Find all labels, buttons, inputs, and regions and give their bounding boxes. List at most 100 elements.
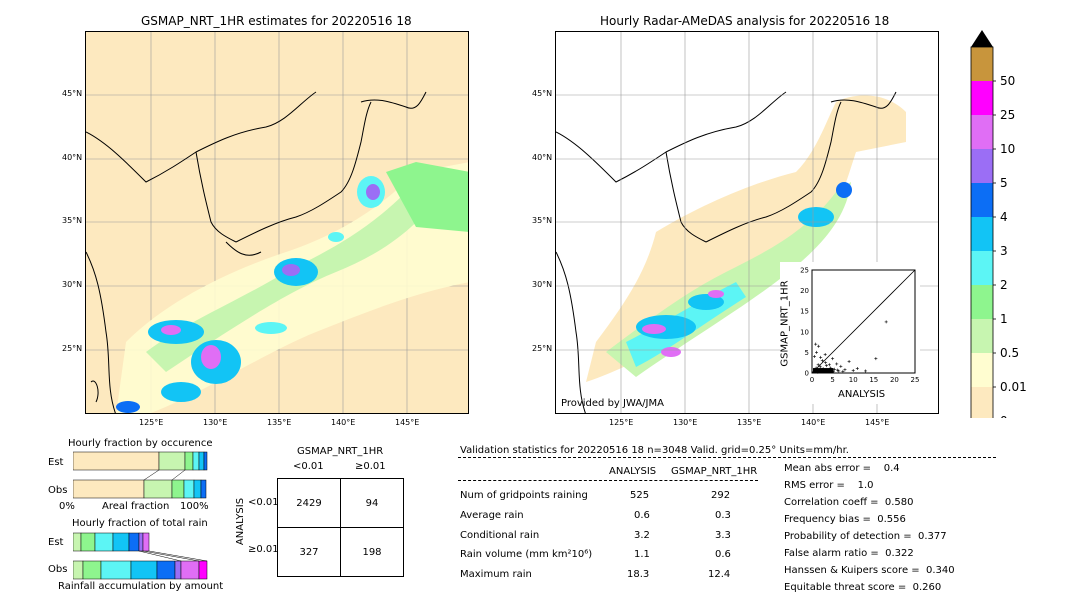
colorbar-label: 0.5	[1000, 346, 1019, 360]
colorbar-svg: 0 0.01 0.5 1 2 3 4 5 10 25 50	[970, 30, 1027, 428]
left-lat-label-40: 40°N	[62, 153, 83, 162]
stat-analysis: 525	[630, 490, 650, 501]
occ-axis-left: 0%	[59, 501, 75, 512]
stat-gsmap: 12.4	[708, 569, 731, 580]
total-rain-title: Hourly fraction of total rain	[72, 518, 208, 529]
colorbar-segment	[971, 353, 993, 387]
contingency-col1: <0.01	[293, 461, 324, 472]
right-map-title: Hourly Radar-AMeDAS analysis for 2022051…	[600, 14, 890, 28]
left-lon-label-130: 130°E	[203, 418, 228, 427]
colorbar-segment	[971, 285, 993, 319]
left-map-svg	[86, 32, 468, 413]
scatter-point	[843, 368, 847, 372]
contingency-row2: ≥0.01	[248, 544, 279, 555]
scatter-point	[884, 320, 888, 324]
left-lon-label-135: 135°E	[267, 418, 292, 427]
y-tick-label: 5	[805, 349, 809, 357]
stat-label: Conditional rain	[460, 530, 540, 541]
stat-gsmap: 0.6	[715, 549, 731, 560]
occ-axis-mid: Areal fraction	[102, 501, 170, 512]
occ-est-label: Est	[48, 457, 64, 468]
colorbar-label: 2	[1000, 278, 1008, 292]
colorbar-label: 10	[1000, 142, 1015, 156]
score-ets: Equitable threat score = 0.260	[784, 582, 942, 593]
colorbar-label: 50	[1000, 74, 1015, 88]
scatter-point	[819, 355, 823, 359]
right-map-svg	[556, 32, 938, 413]
y-tick-label: 20	[800, 287, 809, 295]
stat-gsmap: 292	[711, 490, 731, 501]
scatter-point	[831, 357, 835, 361]
right-lat-label-25: 25°N	[532, 344, 553, 353]
contingency-col2: ≥0.01	[355, 461, 386, 472]
score-pod: Probability of detection = 0.377	[784, 531, 947, 542]
score-bias: Frequency bias = 0.556	[784, 514, 906, 525]
x-tick-label: 10	[849, 376, 858, 384]
right-lat-label-40: 40°N	[532, 153, 553, 162]
x-tick-label: 15	[869, 376, 878, 384]
stats-underline	[458, 480, 758, 481]
y-tick-label: 15	[800, 308, 809, 316]
stat-analysis: 3.2	[634, 530, 650, 541]
tr-obs-label: Obs	[48, 564, 68, 575]
scatter-point	[817, 344, 821, 348]
colorbar-label: 25	[1000, 108, 1015, 122]
x-tick-label: 25	[911, 376, 920, 384]
scatter-point	[864, 369, 868, 373]
validation-divider	[458, 457, 996, 458]
score-hk: Hanssen & Kuipers score = 0.340	[784, 565, 955, 576]
scatter-xlabel: ANALYSIS	[838, 389, 886, 400]
right-lat-label-30: 30°N	[532, 280, 553, 289]
colorbar-segment	[971, 319, 993, 353]
right-coastline	[556, 91, 897, 413]
left-map-title: GSMAP_NRT_1HR estimates for 20220516 18	[141, 14, 412, 28]
x-tick-label: 20	[890, 376, 899, 384]
left-map	[85, 31, 469, 414]
contingency-row-axis: ANALYSIS	[235, 497, 247, 546]
contingency-header: GSMAP_NRT_1HR	[297, 446, 384, 457]
score-rms: RMS error = 1.0	[784, 480, 874, 491]
total-rain-bars	[73, 532, 208, 580]
stat-analysis: 0.6	[634, 510, 650, 521]
stat-analysis: 18.3	[627, 569, 650, 580]
left-lat-label-45: 45°N	[62, 89, 83, 98]
scatter-point	[851, 369, 855, 373]
contingency-row1: <0.01	[248, 497, 279, 508]
occurrence-title: Hourly fraction by occurence	[68, 438, 213, 449]
colorbar-label: 0.01	[1000, 380, 1027, 394]
colorbar-segment	[971, 251, 993, 285]
right-lon-label-125: 125°E	[609, 418, 634, 427]
y-tick-label: 10	[800, 328, 809, 336]
colorbar-segment	[971, 47, 993, 81]
score-far: False alarm ratio = 0.322	[784, 548, 914, 559]
colorbar-extend-arrow	[971, 30, 993, 47]
left-rain-field	[116, 162, 468, 413]
origin-cluster	[813, 368, 834, 373]
occurrence-bars	[73, 451, 208, 499]
colorbar-segment	[971, 183, 993, 217]
left-lon-label-125: 125°E	[139, 418, 164, 427]
contingency-table: 2429 94 327 198	[277, 478, 404, 577]
cell-11: 198	[340, 527, 404, 577]
y-tick-label: 25	[800, 267, 809, 275]
left-lat-label-35: 35°N	[62, 216, 83, 225]
colorbar-segment	[971, 217, 993, 251]
cell-00: 2429	[277, 478, 341, 528]
right-lon-label-130: 130°E	[673, 418, 698, 427]
x-tick-label: 5	[830, 376, 834, 384]
right-lat-label-45: 45°N	[532, 89, 553, 98]
occ-obs-label: Obs	[48, 485, 68, 496]
left-lat-label-25: 25°N	[62, 344, 83, 353]
stat-label: Average rain	[460, 510, 524, 521]
occ-axis-right: 100%	[180, 501, 209, 512]
scatter-point	[839, 364, 843, 368]
scatter-point	[874, 357, 878, 361]
stat-gsmap: 0.3	[715, 510, 731, 521]
score-mae: Mean abs error = 0.4	[784, 463, 900, 474]
scatter-point	[823, 352, 827, 356]
scatter-point	[836, 368, 840, 372]
scatter-point	[818, 365, 822, 369]
right-lat-label-35: 35°N	[532, 216, 553, 225]
colorbar-segment	[971, 387, 993, 421]
scatter-point	[841, 369, 845, 373]
